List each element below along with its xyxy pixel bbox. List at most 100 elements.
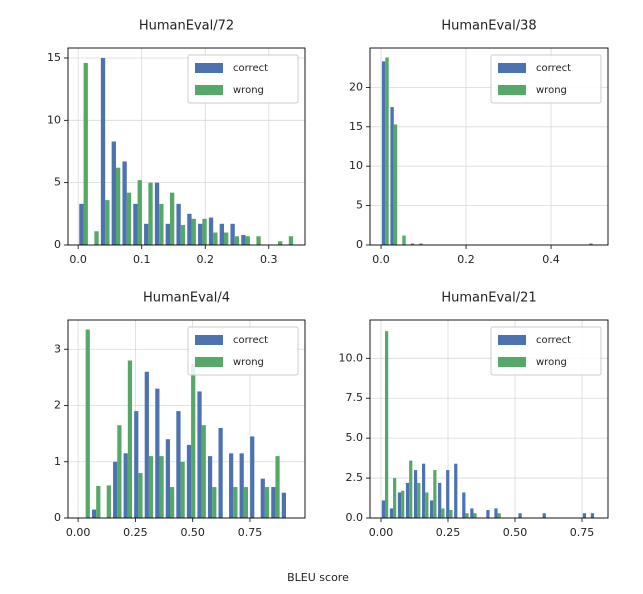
bar [390, 107, 394, 245]
bar [159, 456, 164, 518]
bar [405, 482, 410, 518]
legend-label: correct [536, 335, 571, 346]
bar [433, 470, 437, 518]
bar [229, 453, 234, 518]
bar [213, 232, 218, 245]
bar [234, 236, 240, 245]
bar [417, 482, 421, 518]
bar [79, 203, 84, 245]
x-tick-label: 0.1 [133, 253, 151, 266]
bar [486, 510, 490, 518]
bar [275, 456, 280, 518]
bar [165, 439, 170, 518]
bar [126, 192, 132, 245]
subplot: HumanEval/38 0.0 0.2 0.4 0 5 10 15 20 correct wron… [349, 19, 609, 266]
bar [402, 235, 406, 245]
x-tick-label: 0.2 [196, 253, 214, 266]
bar [176, 203, 181, 245]
x-tick-label: 0.25 [436, 526, 461, 539]
bar [277, 241, 283, 245]
x-tick-label: 0.0 [372, 253, 390, 266]
bar [148, 456, 154, 518]
bar [191, 363, 196, 518]
bar [441, 508, 445, 518]
x-tick-label: 0.00 [369, 526, 394, 539]
y-tick-label: 5 [356, 199, 363, 212]
bar [134, 411, 139, 518]
bar [401, 490, 405, 518]
bar [91, 509, 97, 518]
bar [497, 513, 501, 518]
legend-label: wrong [536, 357, 567, 368]
bar [123, 453, 128, 518]
bar [137, 180, 142, 245]
x-tick-label: 0.50 [503, 526, 528, 539]
bar [155, 388, 160, 518]
x-tick-label: 0.50 [180, 526, 205, 539]
subplot-title: HumanEval/38 [441, 19, 536, 34]
legend-swatch [498, 357, 526, 367]
bar [180, 225, 186, 245]
bar [243, 487, 249, 518]
legend-label: correct [233, 335, 268, 346]
bar [389, 508, 394, 518]
bar [385, 331, 389, 518]
bar [465, 513, 469, 518]
bar [148, 182, 153, 245]
bar [542, 513, 546, 518]
y-tick-label: 10.0 [339, 351, 364, 364]
y-tick-label: 10 [47, 113, 61, 126]
bar [105, 200, 110, 245]
bar [208, 217, 214, 245]
bar [111, 141, 116, 245]
bar [233, 487, 238, 518]
bar [191, 218, 196, 245]
x-tick-label: 0.00 [66, 526, 91, 539]
bar [454, 463, 458, 518]
x-tick-label: 0.75 [238, 526, 263, 539]
bar [473, 513, 477, 518]
bar [421, 463, 426, 518]
bar [288, 236, 294, 245]
bar [169, 487, 175, 518]
bar [518, 513, 522, 518]
bar [413, 470, 418, 518]
bar [198, 223, 203, 245]
subplot-title: HumanEval/4 [143, 291, 230, 306]
y-tick-label: 5.0 [346, 431, 364, 444]
y-tick-label: 20 [349, 80, 363, 93]
axes-frame [369, 319, 609, 519]
x-tick-label: 0.75 [570, 526, 595, 539]
legend-label: wrong [536, 85, 567, 96]
y-tick-label: 0 [54, 511, 61, 524]
axes-frame [67, 47, 306, 246]
legend-swatch [195, 85, 223, 95]
bar [154, 182, 160, 245]
bar [425, 492, 429, 518]
bar [410, 243, 415, 245]
legend-swatch [498, 63, 526, 73]
bar [117, 425, 122, 518]
bar [180, 461, 185, 518]
bar [144, 223, 149, 245]
legend-swatch [498, 335, 526, 345]
bar [176, 411, 181, 518]
legend-label: wrong [233, 85, 264, 96]
bar [590, 513, 595, 518]
bar [419, 243, 423, 245]
bar [106, 485, 111, 518]
bar [96, 485, 101, 518]
subplot: HumanEval/21 0.00 0.25 0.50 0.75 0.0 2.5 5.0 7.5… [339, 291, 609, 539]
bar [165, 223, 170, 245]
x-tick-label: 0.4 [542, 253, 560, 266]
y-tick-label: 10 [349, 159, 363, 172]
bar [159, 203, 164, 245]
bar [494, 508, 498, 518]
bar [122, 161, 127, 245]
bar [256, 236, 261, 245]
bar [397, 492, 402, 518]
legend-label: correct [536, 63, 571, 74]
bar [239, 453, 244, 518]
bar [409, 460, 413, 518]
bar [230, 223, 235, 245]
